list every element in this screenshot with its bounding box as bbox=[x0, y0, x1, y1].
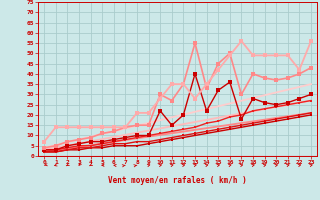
X-axis label: Vent moyen/en rafales ( km/h ): Vent moyen/en rafales ( km/h ) bbox=[108, 176, 247, 185]
